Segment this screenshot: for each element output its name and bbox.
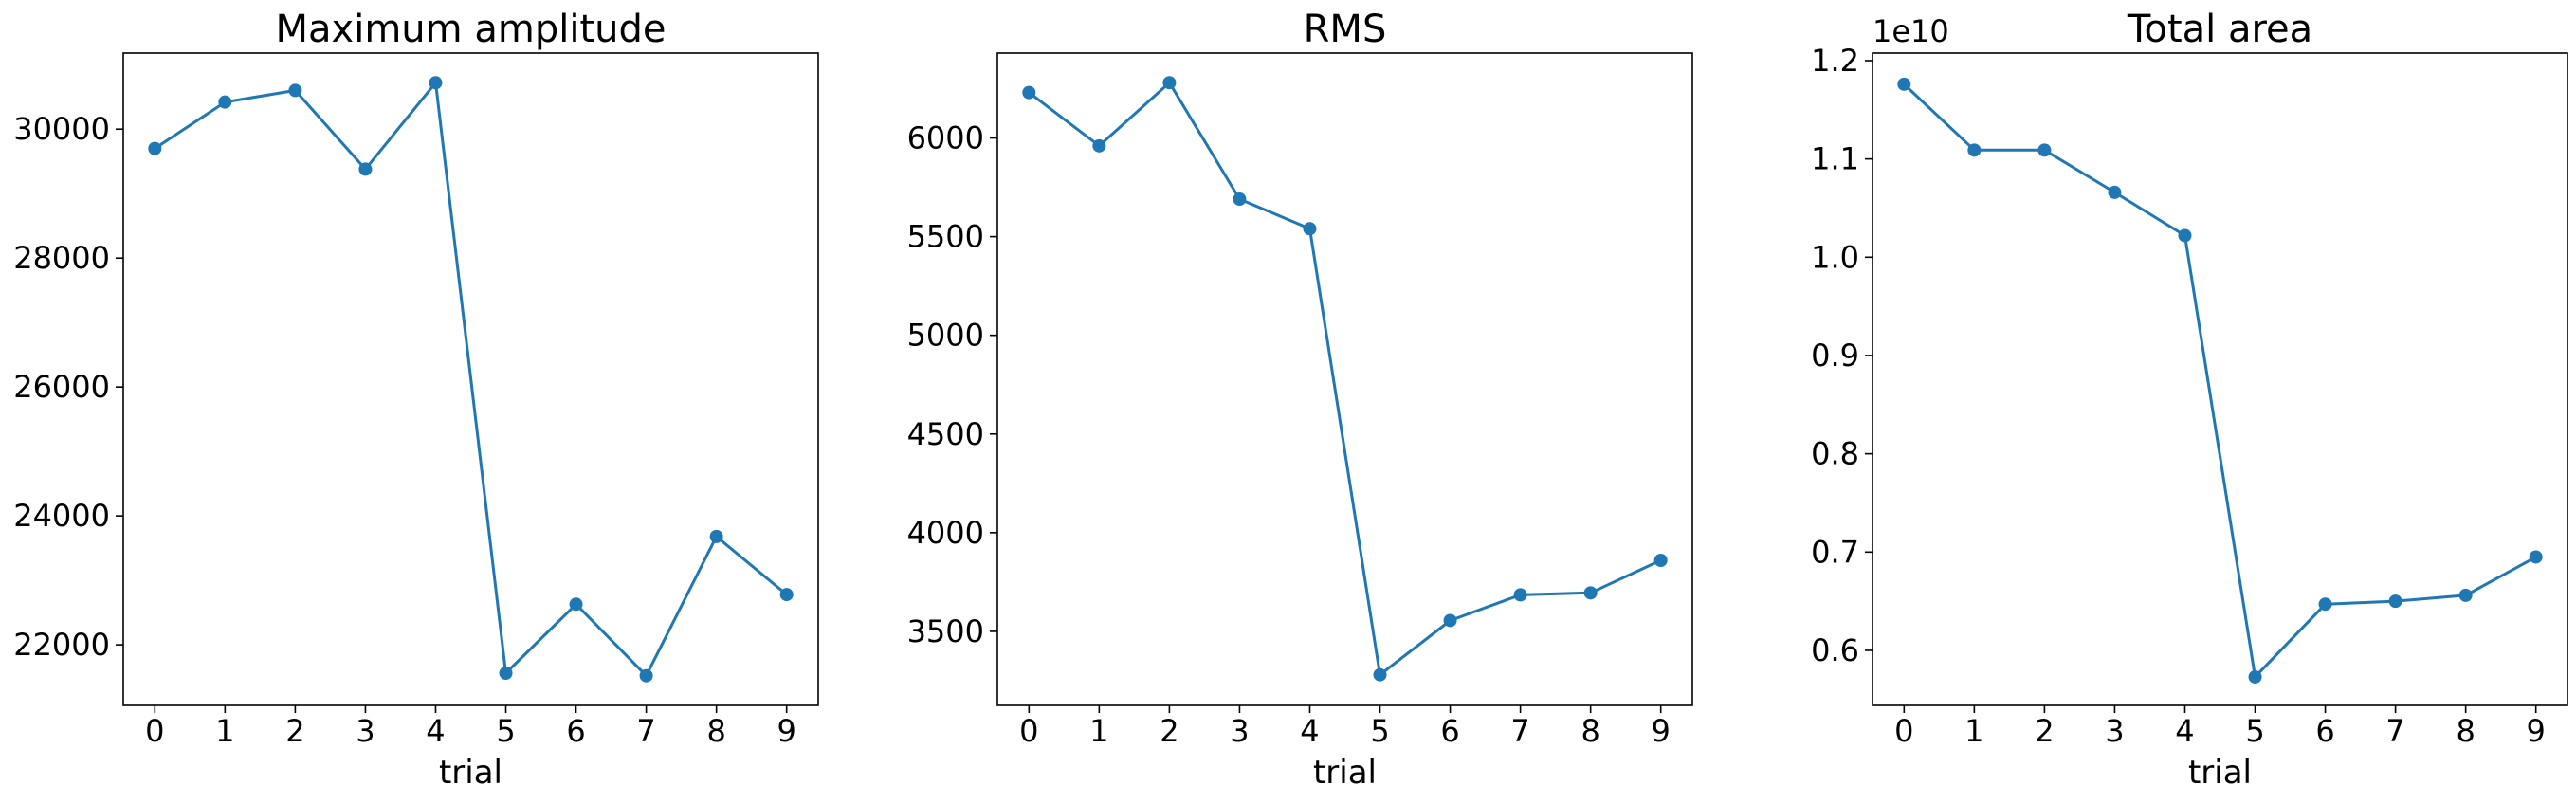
chart-3-data-point	[1897, 77, 1911, 91]
chart-3-offset-label: 1e10	[1873, 13, 1949, 49]
chart-3-data-point	[2108, 185, 2122, 199]
chart-2-y-tick-label: 4000	[907, 515, 984, 551]
chart-2-x-axis-label: trial	[1313, 754, 1377, 792]
chart-1-y-tick-label: 26000	[13, 369, 110, 405]
chart-2-y-tick-label: 4500	[907, 416, 984, 452]
chart-3-y-tick-label: 1.1	[1811, 141, 1859, 177]
chart-2-data-point	[1162, 76, 1177, 90]
chart-1-title: Maximum amplitude	[276, 8, 667, 51]
chart-1-data-point	[148, 141, 162, 155]
chart-3-y-tick-label: 0.8	[1811, 436, 1859, 472]
chart-2-data-point	[1022, 85, 1036, 100]
chart-2-data-point	[1513, 588, 1527, 602]
chart-3-x-axis-label: trial	[2188, 754, 2252, 792]
chart-2-x-tick-label: 2	[1160, 713, 1178, 749]
chart-2-x-tick-label: 9	[1652, 713, 1671, 749]
chart-1-x-axis-label: trial	[439, 754, 502, 792]
chart-1-data-point	[429, 76, 443, 90]
chart-2-data-point	[1303, 222, 1317, 236]
chart-2-x-tick-label: 5	[1370, 713, 1389, 749]
chart-3-data-point	[2248, 669, 2262, 684]
chart-1-data-point	[779, 588, 794, 602]
chart-3-y-tick-label: 0.7	[1811, 534, 1859, 570]
chart-2-y-tick-label: 6000	[907, 120, 984, 156]
chart-1-data-point	[358, 162, 373, 176]
chart-2-x-tick-label: 1	[1089, 713, 1108, 749]
chart-1-x-tick-label: 8	[706, 713, 725, 749]
chart-3-data-point	[1967, 143, 1982, 157]
chart-2-data-point	[1092, 138, 1106, 153]
chart-1-x-tick-label: 5	[496, 713, 515, 749]
chart-1-x-tick-label: 3	[356, 713, 375, 749]
chart-2-x-tick-label: 6	[1440, 713, 1459, 749]
chart-3-data-point	[2178, 228, 2192, 243]
chart-1-x-tick-label: 1	[215, 713, 234, 749]
chart-2-data-point	[1233, 192, 1247, 207]
chart-1-y-tick-label: 22000	[13, 627, 110, 663]
chart-1-x-tick-label: 4	[426, 713, 445, 749]
chart-3-data-point	[2529, 550, 2543, 564]
chart-2-data-point	[1373, 667, 1387, 682]
chart-3-x-tick-label: 0	[1894, 713, 1913, 749]
chart-3-x-tick-label: 7	[2385, 713, 2404, 749]
chart-1-data-point	[288, 83, 302, 98]
chart-3-data-point	[2318, 597, 2332, 612]
chart-1-x-tick-label: 9	[777, 713, 796, 749]
chart-1-x-tick-label: 7	[636, 713, 655, 749]
chart-3-x-tick-label: 1	[1964, 713, 1983, 749]
chart-1-y-tick-label: 24000	[13, 498, 110, 534]
chart-2-x-tick-label: 7	[1510, 713, 1529, 749]
chart-2-series-line	[1028, 81, 1662, 677]
chart-3-y-tick-label: 1.2	[1811, 43, 1859, 79]
chart-2-data-point	[1653, 553, 1668, 567]
chart-2-data-point	[1583, 586, 1598, 600]
chart-1-y-tick-label: 30000	[13, 111, 110, 147]
chart-3-x-tick-label: 5	[2245, 713, 2264, 749]
chart-2-x-tick-label: 0	[1019, 713, 1038, 749]
chart-1-plot-frame	[122, 52, 819, 706]
chart-1-series-line	[154, 81, 788, 678]
chart-1-data-point	[218, 95, 232, 109]
chart-1-x-tick-label: 0	[145, 713, 164, 749]
chart-1-x-tick-label: 2	[285, 713, 304, 749]
chart-2-plot-frame	[996, 52, 1693, 706]
chart-1-x-tick-label: 6	[566, 713, 585, 749]
chart-3-data-point	[2388, 594, 2402, 609]
chart-2-y-tick-label: 3500	[907, 613, 984, 649]
chart-2-y-tick-label: 5000	[907, 318, 984, 354]
chart-2-x-tick-label: 4	[1300, 713, 1319, 749]
chart-1-data-point	[639, 668, 653, 683]
chart-2-data-point	[1443, 613, 1457, 628]
chart-3-x-tick-label: 6	[2315, 713, 2334, 749]
chart-3-x-tick-label: 8	[2456, 713, 2475, 749]
chart-3-x-tick-label: 9	[2527, 713, 2546, 749]
chart-2-y-tick-label: 5500	[907, 219, 984, 255]
chart-3-y-tick-label: 0.9	[1811, 338, 1859, 374]
chart-2-title: RMS	[1304, 8, 1387, 51]
chart-3-data-point	[2037, 143, 2052, 157]
chart-3-series-line	[1903, 82, 2537, 679]
chart-3-x-tick-label: 2	[2035, 713, 2054, 749]
chart-3-y-tick-label: 0.6	[1811, 632, 1859, 668]
chart-3-y-tick-label: 1.0	[1811, 239, 1859, 275]
chart-3-x-tick-label: 3	[2105, 713, 2124, 749]
chart-3-data-point	[2458, 588, 2473, 602]
chart-3-title: Total area	[2127, 8, 2312, 51]
chart-1-data-point	[709, 529, 723, 543]
chart-2-x-tick-label: 8	[1580, 713, 1599, 749]
chart-1-y-tick-label: 28000	[13, 240, 110, 276]
chart-2-x-tick-label: 3	[1230, 713, 1249, 749]
chart-3-plot-frame	[1872, 52, 2568, 706]
chart-3-x-tick-label: 4	[2175, 713, 2194, 749]
chart-1-data-point	[499, 667, 513, 681]
chart-1-data-point	[569, 597, 583, 612]
